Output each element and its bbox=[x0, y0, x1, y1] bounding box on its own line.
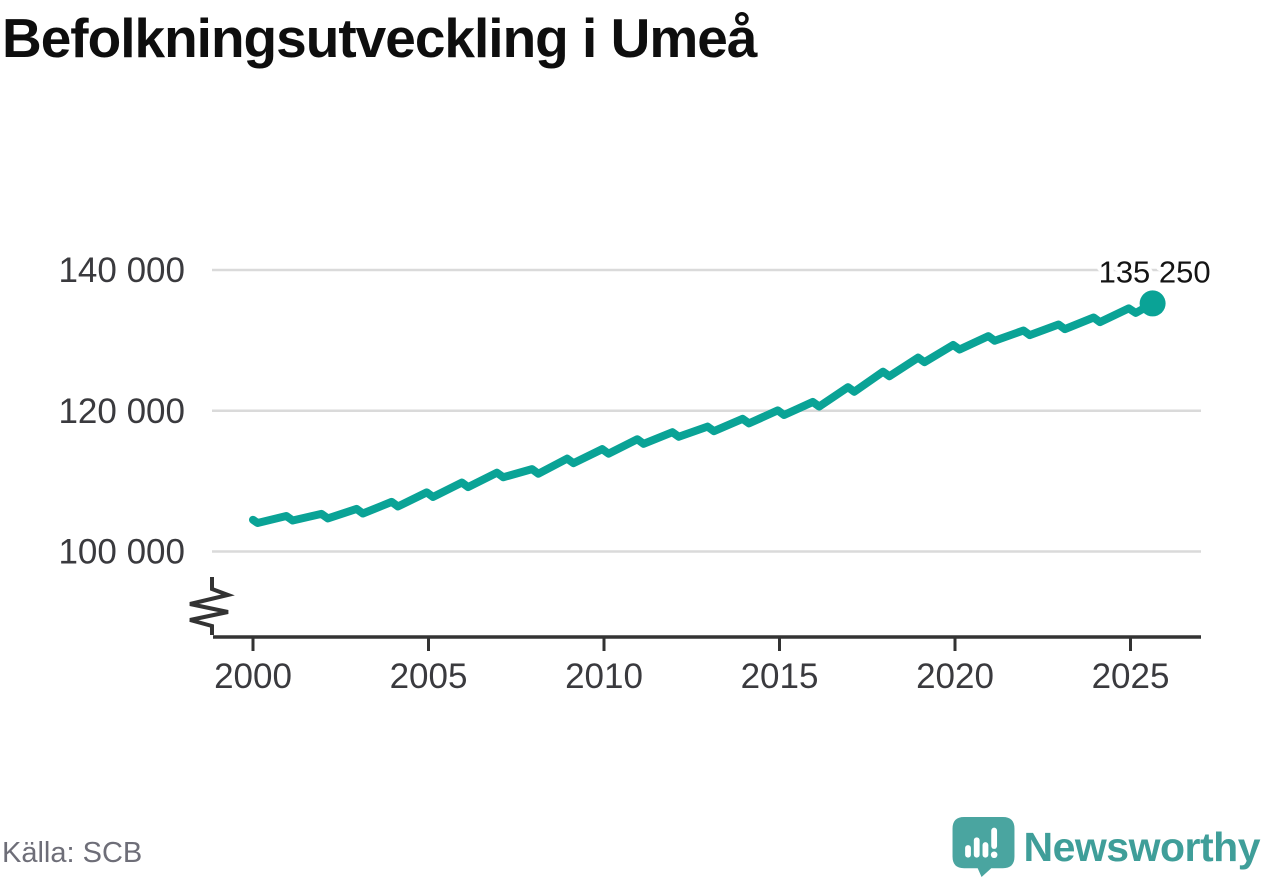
bar-3 bbox=[982, 842, 988, 858]
x-tick-label: 2015 bbox=[741, 657, 819, 696]
y-axis-break-icon bbox=[189, 577, 235, 635]
chart-title: Befolkningsutveckling i Umeå bbox=[2, 7, 757, 69]
x-tick-label: 2025 bbox=[1092, 657, 1170, 696]
newsworthy-logo-icon bbox=[952, 817, 1014, 877]
population-line bbox=[249, 299, 1157, 527]
y-tick-label: 100 000 bbox=[58, 533, 185, 572]
end-value-label: 135 250 bbox=[1099, 254, 1211, 289]
newsworthy-logo-text: Newsworthy bbox=[1023, 823, 1261, 870]
y-tick-label: 120 000 bbox=[58, 392, 185, 431]
newsworthy-logo: Newsworthy bbox=[952, 817, 1261, 877]
bar-1 bbox=[964, 845, 971, 858]
exclamation-stem bbox=[990, 827, 997, 849]
exclamation-dot bbox=[990, 851, 997, 859]
population-line-chart: 100 000 120 000 140 000 2000 2005 2010 2015 202… bbox=[58, 251, 1211, 696]
bar-2 bbox=[973, 837, 980, 858]
end-point-marker bbox=[1139, 290, 1166, 317]
x-tick-label: 2005 bbox=[390, 657, 468, 696]
source-note: Källa: SCB bbox=[2, 837, 143, 869]
x-tick-label: 2000 bbox=[214, 657, 292, 696]
y-tick-label: 140 000 bbox=[58, 251, 185, 290]
x-tick-label: 2010 bbox=[565, 657, 643, 696]
x-tick-label: 2020 bbox=[916, 657, 994, 696]
